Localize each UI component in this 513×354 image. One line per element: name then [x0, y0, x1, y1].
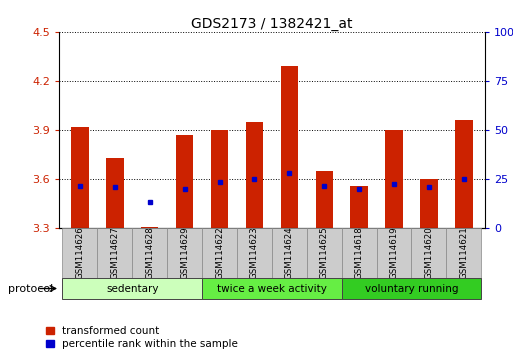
Text: GSM114621: GSM114621 — [459, 227, 468, 280]
Bar — [350, 186, 368, 228]
Bar — [272, 228, 307, 278]
Text: GSM114618: GSM114618 — [354, 227, 364, 280]
Bar — [377, 228, 411, 278]
Text: sedentary: sedentary — [106, 284, 159, 293]
Bar — [411, 228, 446, 278]
Text: GSM114624: GSM114624 — [285, 227, 294, 280]
Bar — [455, 120, 472, 228]
Text: twice a week activity: twice a week activity — [217, 284, 327, 293]
Bar — [237, 228, 272, 278]
Text: GSM114622: GSM114622 — [215, 227, 224, 280]
Bar — [132, 228, 167, 278]
Bar — [106, 158, 124, 228]
Bar — [307, 228, 342, 278]
Bar — [342, 228, 377, 278]
Text: GSM114625: GSM114625 — [320, 227, 329, 280]
Bar — [167, 228, 202, 278]
Bar — [141, 227, 159, 228]
Bar — [385, 130, 403, 228]
Text: GSM114623: GSM114623 — [250, 227, 259, 280]
Text: GSM114619: GSM114619 — [389, 227, 399, 279]
Text: voluntary running: voluntary running — [365, 284, 458, 293]
Text: protocol: protocol — [8, 284, 53, 294]
Bar — [202, 278, 342, 299]
Bar — [202, 228, 237, 278]
Text: GSM114620: GSM114620 — [424, 227, 433, 280]
Bar — [246, 122, 263, 228]
Bar — [342, 278, 481, 299]
Text: GSM114627: GSM114627 — [110, 227, 120, 280]
Bar — [176, 135, 193, 228]
Bar — [420, 179, 438, 228]
Bar — [63, 278, 202, 299]
Text: GSM114628: GSM114628 — [145, 227, 154, 280]
Bar — [71, 127, 89, 228]
Bar — [211, 130, 228, 228]
Bar — [63, 228, 97, 278]
Bar — [97, 228, 132, 278]
Bar — [446, 228, 481, 278]
Text: GSM114626: GSM114626 — [75, 227, 85, 280]
Bar — [281, 66, 298, 228]
Text: GSM114629: GSM114629 — [180, 227, 189, 279]
Bar — [315, 171, 333, 228]
Legend: transformed count, percentile rank within the sample: transformed count, percentile rank withi… — [46, 326, 238, 349]
Title: GDS2173 / 1382421_at: GDS2173 / 1382421_at — [191, 17, 352, 31]
